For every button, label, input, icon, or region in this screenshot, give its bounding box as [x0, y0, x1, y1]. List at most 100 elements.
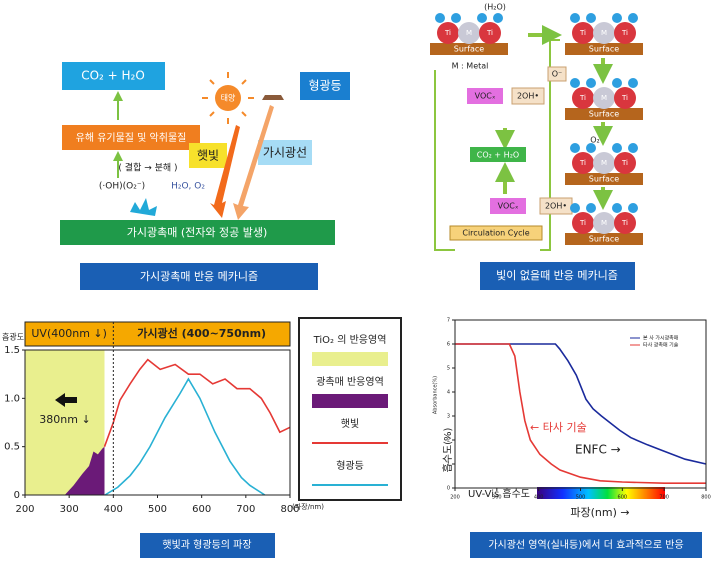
- y-tick-label: 3: [447, 414, 450, 420]
- surface: [565, 43, 643, 55]
- catalyst-bar: [60, 220, 335, 245]
- left-arrow: [55, 393, 77, 407]
- atom: [593, 87, 615, 109]
- legend-label: 햇빛: [341, 418, 359, 430]
- sun-label: 태양: [221, 94, 236, 103]
- area: [64, 446, 105, 495]
- atom-label: Ti: [579, 219, 586, 227]
- atom: [593, 212, 615, 234]
- surface: [430, 43, 508, 55]
- oxygen-atom: [493, 13, 503, 23]
- x-tick-label: 500: [148, 504, 167, 515]
- oxygen-ion: O⁻: [552, 70, 563, 79]
- oxygen-atom: [586, 143, 596, 153]
- atom-label: M: [466, 29, 472, 37]
- atom: [614, 212, 636, 234]
- atom-label: M: [601, 94, 607, 102]
- annotation: ← 타사 기술: [530, 421, 587, 434]
- atom: [593, 152, 615, 174]
- panel-2: [434, 25, 635, 290]
- atom-label: Ti: [621, 159, 628, 167]
- oxygen-atom: [612, 13, 622, 23]
- process: ( 결합 → 분해 ): [118, 163, 177, 174]
- x-tick-label: 400: [534, 495, 544, 501]
- atom-label: Ti: [621, 29, 628, 37]
- x-axis-label: 파장(nm) →: [570, 506, 629, 519]
- y-tick-label: 5: [447, 366, 450, 372]
- legend-swatch: [312, 394, 388, 408]
- atom-label: M: [601, 219, 607, 227]
- sunlight-box: [189, 143, 227, 168]
- legend-label: 본 사 가시광촉매: [643, 335, 679, 342]
- oxygen-atom: [586, 203, 596, 213]
- legend-label: 형광등: [336, 460, 364, 472]
- hydroxyl: 2OH•: [517, 92, 539, 101]
- x-tick-label: 600: [618, 495, 628, 501]
- lamp: 형광등: [308, 79, 341, 93]
- y-tick-label: 6: [447, 342, 450, 348]
- surface-label: Surface: [589, 175, 620, 184]
- x-tick-label: 500: [576, 495, 586, 501]
- legend-label: TiO₂ 의 반응영역: [313, 334, 387, 346]
- atom-label: Ti: [579, 94, 586, 102]
- water: (H₂O): [484, 3, 506, 12]
- oxygen-atom: [570, 203, 580, 213]
- sun-rays: [202, 72, 254, 124]
- y-tick-label: 7: [447, 318, 450, 324]
- oxygen-atom: [612, 203, 622, 213]
- y-tick-label: 2: [447, 438, 450, 444]
- caption: 가시광선 영역(실내등)에서 더 효과적으로 반응: [488, 539, 683, 551]
- atom-label: Ti: [486, 29, 493, 37]
- atom-label: Ti: [621, 94, 628, 102]
- y-axis-label: 흡광도: [2, 332, 24, 342]
- cycle-box: [449, 225, 543, 241]
- oxygen-atom: [628, 78, 638, 88]
- caption: 햇빛과 형광등의 파장: [162, 539, 251, 551]
- line: [455, 343, 706, 484]
- oxygen-atom: [586, 78, 596, 88]
- oxygen-atom: [570, 78, 580, 88]
- y-axis-label: 흡수도(%): [441, 427, 454, 472]
- header-bar: [24, 321, 291, 347]
- line: [103, 358, 291, 447]
- cycle-bracket: [434, 39, 560, 251]
- legend-box: [298, 317, 402, 501]
- surface: [565, 233, 643, 245]
- lamp-icon: [262, 95, 284, 100]
- x-tick-label: 700: [236, 504, 255, 515]
- plot-frame: [24, 349, 291, 496]
- caption: 빛이 없을때 반응 메카니즘: [496, 269, 618, 282]
- spectrum-bar: [537, 487, 665, 499]
- header-right: 가시광선 (400~750nm): [137, 326, 266, 340]
- spark: [130, 198, 157, 216]
- y-tick-label: 0.5: [4, 442, 20, 453]
- atom: [572, 87, 594, 109]
- area: [25, 350, 105, 495]
- plot-frame: [454, 319, 707, 489]
- caption-box: [470, 532, 702, 558]
- atom-label: Ti: [444, 29, 451, 37]
- products: CO₂ + H₂O: [477, 151, 519, 160]
- oxygen: O₂: [590, 136, 600, 145]
- legend-swatch: [312, 352, 388, 366]
- oxygen-atom: [628, 143, 638, 153]
- atom: [572, 152, 594, 174]
- line: [455, 343, 707, 465]
- y-tick-label: 4: [447, 390, 450, 396]
- voc: VOCₓ: [475, 92, 496, 101]
- voc: VOCₓ: [498, 202, 519, 211]
- atom: [614, 87, 636, 109]
- annotation: ENFC →: [575, 443, 621, 457]
- x-tick-label: 200: [15, 504, 34, 515]
- header-left: UV(400nm ↓): [31, 327, 107, 340]
- y-tick-label: 0: [14, 490, 20, 501]
- caption-box: [480, 262, 635, 290]
- x-tick-label: 300: [60, 504, 79, 515]
- visible: 가시광선: [263, 146, 307, 160]
- surface-label: Surface: [454, 45, 485, 54]
- legend-label: 타사 광촉매 기술: [643, 342, 679, 349]
- atom-label: M: [601, 29, 607, 37]
- hydroxyl: 2OH•: [545, 202, 567, 211]
- cycle: Circulation Cycle: [462, 229, 529, 238]
